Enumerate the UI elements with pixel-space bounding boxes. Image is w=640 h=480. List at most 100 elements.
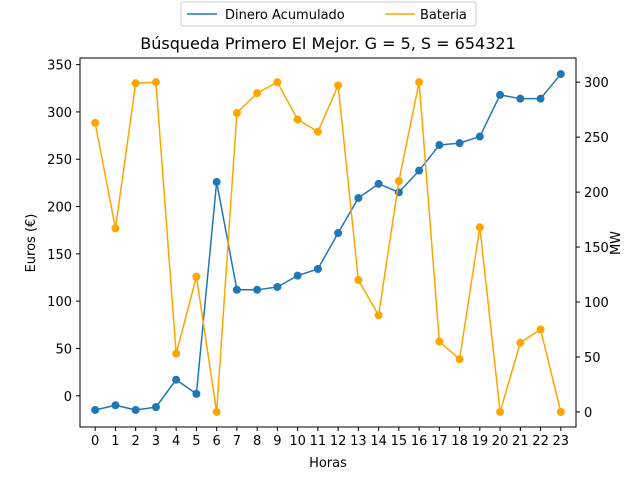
data-point-bateria — [313, 127, 322, 136]
data-point-bateria — [455, 355, 464, 364]
data-point-dinero-acumulado — [556, 70, 565, 79]
chart-title: Búsqueda Primero El Mejor. G = 5, S = 65… — [140, 34, 516, 53]
data-point-dinero-acumulado — [253, 285, 262, 294]
x-tick-label: 12 — [330, 434, 347, 449]
legend-frame — [180, 1, 477, 27]
x-tick-label: 22 — [532, 434, 549, 449]
x-tick-label: 13 — [350, 434, 367, 449]
y-tick-label-right: 50 — [584, 351, 601, 366]
data-point-bateria — [273, 78, 282, 87]
y-tick-label-right: 0 — [584, 406, 592, 421]
x-tick-label: 6 — [213, 434, 221, 449]
data-point-bateria — [192, 272, 201, 281]
y-tick-label-left: 100 — [47, 295, 72, 310]
x-tick-label: 14 — [370, 434, 387, 449]
plot-frame — [79, 57, 577, 428]
data-point-bateria — [151, 78, 160, 87]
ticks-layer: 0 1 2 3 4 5 6 7 8 9 10 11 12 13 14 15 16 17 18 19 20 21 22 2305… — [47, 59, 609, 449]
y-tick-label-right: 250 — [584, 131, 609, 146]
y-tick-label-left: 50 — [55, 342, 72, 357]
x-tick-label: 17 — [431, 434, 448, 449]
data-point-dinero-acumulado — [111, 401, 120, 410]
data-point-bateria — [556, 407, 565, 416]
data-point-dinero-acumulado — [354, 194, 363, 203]
x-tick-label: 16 — [411, 434, 428, 449]
x-tick-label: 19 — [472, 434, 489, 449]
data-point-dinero-acumulado — [192, 389, 201, 398]
data-point-dinero-acumulado — [415, 166, 424, 175]
x-tick-label: 10 — [289, 434, 306, 449]
y-tick-label-right: 300 — [584, 76, 609, 91]
y-tick-label-left: 200 — [47, 201, 72, 216]
legend: Dinero Acumulado Bateria — [180, 1, 477, 27]
y-tick-label-left: 300 — [47, 106, 72, 121]
data-point-bateria — [293, 115, 302, 124]
y-tick-label-left: 0 — [64, 390, 72, 405]
x-tick-label: 15 — [391, 434, 408, 449]
data-point-dinero-acumulado — [273, 282, 282, 291]
data-point-bateria — [354, 276, 363, 285]
series-line-dinero-acumulado — [95, 73, 562, 411]
x-tick-label: 11 — [310, 434, 327, 449]
y-tick-label-left: 250 — [47, 153, 72, 168]
data-point-dinero-acumulado — [313, 264, 322, 273]
data-point-dinero-acumulado — [455, 139, 464, 148]
series-line-bateria — [94, 81, 562, 413]
data-point-dinero-acumulado — [293, 271, 302, 280]
x-tick-label: 9 — [273, 434, 281, 449]
x-tick-label: 7 — [233, 434, 241, 449]
x-tick-label: 3 — [152, 434, 160, 449]
data-point-bateria — [212, 407, 221, 416]
data-point-dinero-acumulado — [334, 229, 343, 238]
data-point-bateria — [172, 349, 181, 358]
data-point-bateria — [475, 223, 484, 232]
legend-label-bateria: Bateria — [420, 8, 467, 23]
data-point-dinero-acumulado — [131, 405, 140, 414]
data-point-bateria — [334, 81, 343, 90]
y-tick-label-right: 150 — [584, 241, 609, 256]
data-point-dinero-acumulado — [151, 403, 160, 412]
x-tick-label: 23 — [553, 434, 570, 449]
x-tick-label: 2 — [132, 434, 140, 449]
x-tick-label: 4 — [172, 434, 180, 449]
data-point-dinero-acumulado — [475, 132, 484, 141]
x-tick-label: 5 — [192, 434, 200, 449]
data-point-bateria — [111, 224, 120, 233]
data-point-dinero-acumulado — [91, 405, 100, 414]
data-point-bateria — [131, 79, 140, 88]
data-point-bateria — [232, 108, 241, 117]
data-point-dinero-acumulado — [536, 94, 545, 103]
data-point-dinero-acumulado — [374, 179, 383, 188]
data-point-dinero-acumulado — [516, 94, 525, 103]
x-tick-label: 0 — [91, 434, 99, 449]
data-point-bateria — [91, 118, 100, 127]
data-point-bateria — [374, 311, 383, 320]
y-tick-label-left: 350 — [47, 59, 72, 74]
x-tick-label: 18 — [451, 434, 468, 449]
x-tick-label: 8 — [253, 434, 261, 449]
data-point-bateria — [435, 337, 444, 346]
y-axis-label-right: MW — [609, 231, 624, 255]
data-point-dinero-acumulado — [496, 90, 505, 99]
data-point-bateria — [536, 325, 545, 334]
data-point-bateria — [253, 89, 262, 98]
x-tick-label: 21 — [512, 434, 529, 449]
data-point-bateria — [394, 177, 403, 186]
data-point-bateria — [516, 338, 525, 347]
legend-label-dinero: Dinero Acumulado — [225, 8, 345, 23]
x-tick-label: 20 — [492, 434, 509, 449]
y-tick-label-right: 100 — [584, 296, 609, 311]
y-tick-label-left: 150 — [47, 248, 72, 263]
data-point-dinero-acumulado — [435, 141, 444, 150]
x-axis-label: Horas — [309, 456, 347, 471]
data-point-dinero-acumulado — [172, 375, 181, 384]
y-axis-label-left: Euros (€) — [24, 214, 39, 273]
data-point-bateria — [415, 78, 424, 87]
data-point-bateria — [496, 407, 505, 416]
x-tick-label: 1 — [111, 434, 119, 449]
y-tick-label-right: 200 — [584, 186, 609, 201]
series-layer — [91, 70, 565, 416]
data-point-dinero-acumulado — [232, 285, 241, 294]
